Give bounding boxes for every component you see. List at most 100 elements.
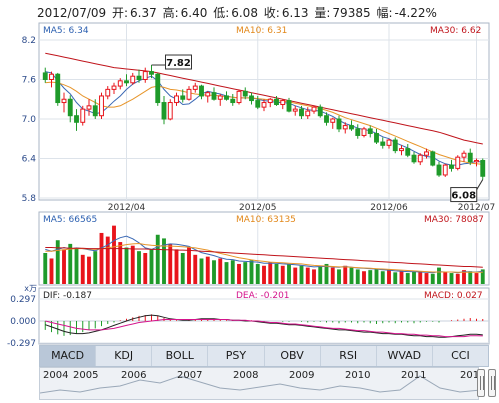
- volume-bar: [399, 270, 404, 284]
- candle-body: [205, 92, 211, 97]
- price-ma10-label: MA10: 6.31: [236, 26, 288, 36]
- candle-body: [236, 90, 242, 104]
- candle-body: [392, 139, 398, 152]
- candle-body: [105, 88, 111, 97]
- volume-panel: [43, 225, 485, 284]
- tab-cci[interactable]: CCI: [451, 349, 470, 362]
- volume-ma30-label: MA30: 78087: [424, 215, 484, 225]
- volume-ma10-line: [45, 242, 483, 273]
- candle-body: [86, 105, 92, 110]
- price-panel-frame: [38, 22, 490, 201]
- year-2009: 2009: [289, 370, 315, 381]
- quote-high: 6.40: [180, 6, 208, 20]
- tab-boll[interactable]: BOLL: [152, 346, 209, 366]
- min-callout-pointer: [476, 179, 484, 190]
- quote-volume: 79385: [332, 6, 371, 20]
- volume-bar: [449, 273, 454, 284]
- price-ma10-line: [45, 81, 483, 165]
- volume-bar: [130, 245, 135, 284]
- volume-bar: [330, 267, 335, 284]
- macd-y-tick: 0.000: [10, 317, 36, 327]
- tab-macd[interactable]: MACD: [40, 346, 97, 366]
- volume-bar: [243, 262, 248, 284]
- volume-bar: [349, 267, 354, 284]
- timeline-scroller[interactable]: 2004 2005 2006 2007 2008 2009 2010 2011 …: [39, 367, 479, 400]
- candle-body: [380, 141, 386, 146]
- macd-dea-label: DEA: -0.201: [236, 291, 290, 301]
- volume-bar: [274, 263, 279, 284]
- volume-bar: [212, 260, 216, 284]
- volume-bar: [180, 253, 185, 284]
- candle-body: [130, 75, 136, 84]
- volume-bar: [424, 273, 429, 284]
- indicator-tabs: MACD KDJ BOLL PSY OBV RSI WVAD CCI: [39, 345, 489, 367]
- volume-bar: [155, 234, 160, 284]
- volume-ma5-line: [45, 235, 483, 274]
- axis-layer: 8.2 7.6 7.0 6.4 5.8 2012/04 2012/05 2012/06 2012…: [7, 36, 495, 349]
- price-x-tick: 2012/05: [239, 203, 276, 213]
- candle-body: [480, 159, 486, 177]
- candle-body: [317, 106, 323, 117]
- volume-bar: [324, 263, 329, 284]
- tab-obv[interactable]: OBV: [265, 346, 321, 366]
- candle-body: [161, 102, 167, 120]
- volume-bar: [80, 254, 85, 284]
- timeline-mini-chart: [40, 375, 478, 394]
- volume-bar: [293, 267, 298, 284]
- candle-body: [242, 90, 248, 97]
- volume-bar: [230, 260, 235, 284]
- candle-body: [167, 102, 173, 120]
- volume-bar: [368, 270, 373, 284]
- volume-bar: [205, 256, 210, 284]
- tab-kdj[interactable]: KDJ: [96, 346, 153, 366]
- price-x-tick: 2012/06: [370, 203, 408, 213]
- candle-body: [280, 100, 286, 106]
- quote-change: -4.22%: [394, 6, 437, 20]
- candle-body: [474, 159, 479, 163]
- volume-bar: [455, 273, 460, 284]
- tab-rsi[interactable]: RSI: [321, 346, 377, 366]
- candle-body: [80, 108, 86, 123]
- tab-wvad[interactable]: WVAD: [377, 346, 433, 366]
- candle-body: [430, 151, 436, 166]
- candle-body: [386, 139, 392, 146]
- tab-psy[interactable]: PSY: [208, 346, 265, 366]
- price-y-tick: 5.8: [22, 194, 37, 204]
- range-handle-right[interactable]: [488, 369, 496, 397]
- volume-bar: [49, 258, 54, 284]
- volume-bar: [199, 258, 204, 284]
- quote-low-label: 低:: [213, 6, 230, 20]
- volume-bar: [105, 236, 110, 284]
- candle-body: [255, 100, 261, 108]
- candle-body: [61, 98, 67, 104]
- quote-change-label: 幅:: [376, 6, 393, 20]
- timeline-mini-line: [40, 375, 478, 394]
- volume-bar: [68, 243, 73, 284]
- quote-low: 6.08: [231, 6, 258, 20]
- candle-body: [367, 128, 373, 134]
- macd-value-label: MACD: 0.027: [424, 291, 483, 301]
- year-2012: 2012: [460, 370, 479, 381]
- volume-bar: [362, 271, 366, 284]
- macd-dif-label: DIF: -0.187: [43, 291, 92, 301]
- candle-body: [442, 164, 448, 176]
- candle-body: [149, 71, 154, 75]
- min-callout-text: 6.08: [451, 191, 476, 202]
- volume-ma5-label: MA5: 66565: [43, 215, 98, 225]
- candle-body: [230, 98, 236, 104]
- quote-open: 6.37: [130, 6, 157, 20]
- volume-bar: [412, 271, 416, 284]
- candle-body: [111, 85, 117, 90]
- price-y-tick: 8.2: [22, 36, 36, 46]
- volume-bar: [443, 272, 448, 284]
- candle-body: [55, 73, 61, 104]
- volume-bar: [280, 265, 285, 284]
- volume-bar: [249, 260, 254, 284]
- candle-body: [324, 115, 329, 123]
- range-handle-left[interactable]: [477, 369, 485, 397]
- volume-bar: [262, 265, 266, 284]
- candle-body: [211, 92, 217, 100]
- volume-bar: [430, 273, 435, 284]
- volume-bar: [93, 251, 98, 284]
